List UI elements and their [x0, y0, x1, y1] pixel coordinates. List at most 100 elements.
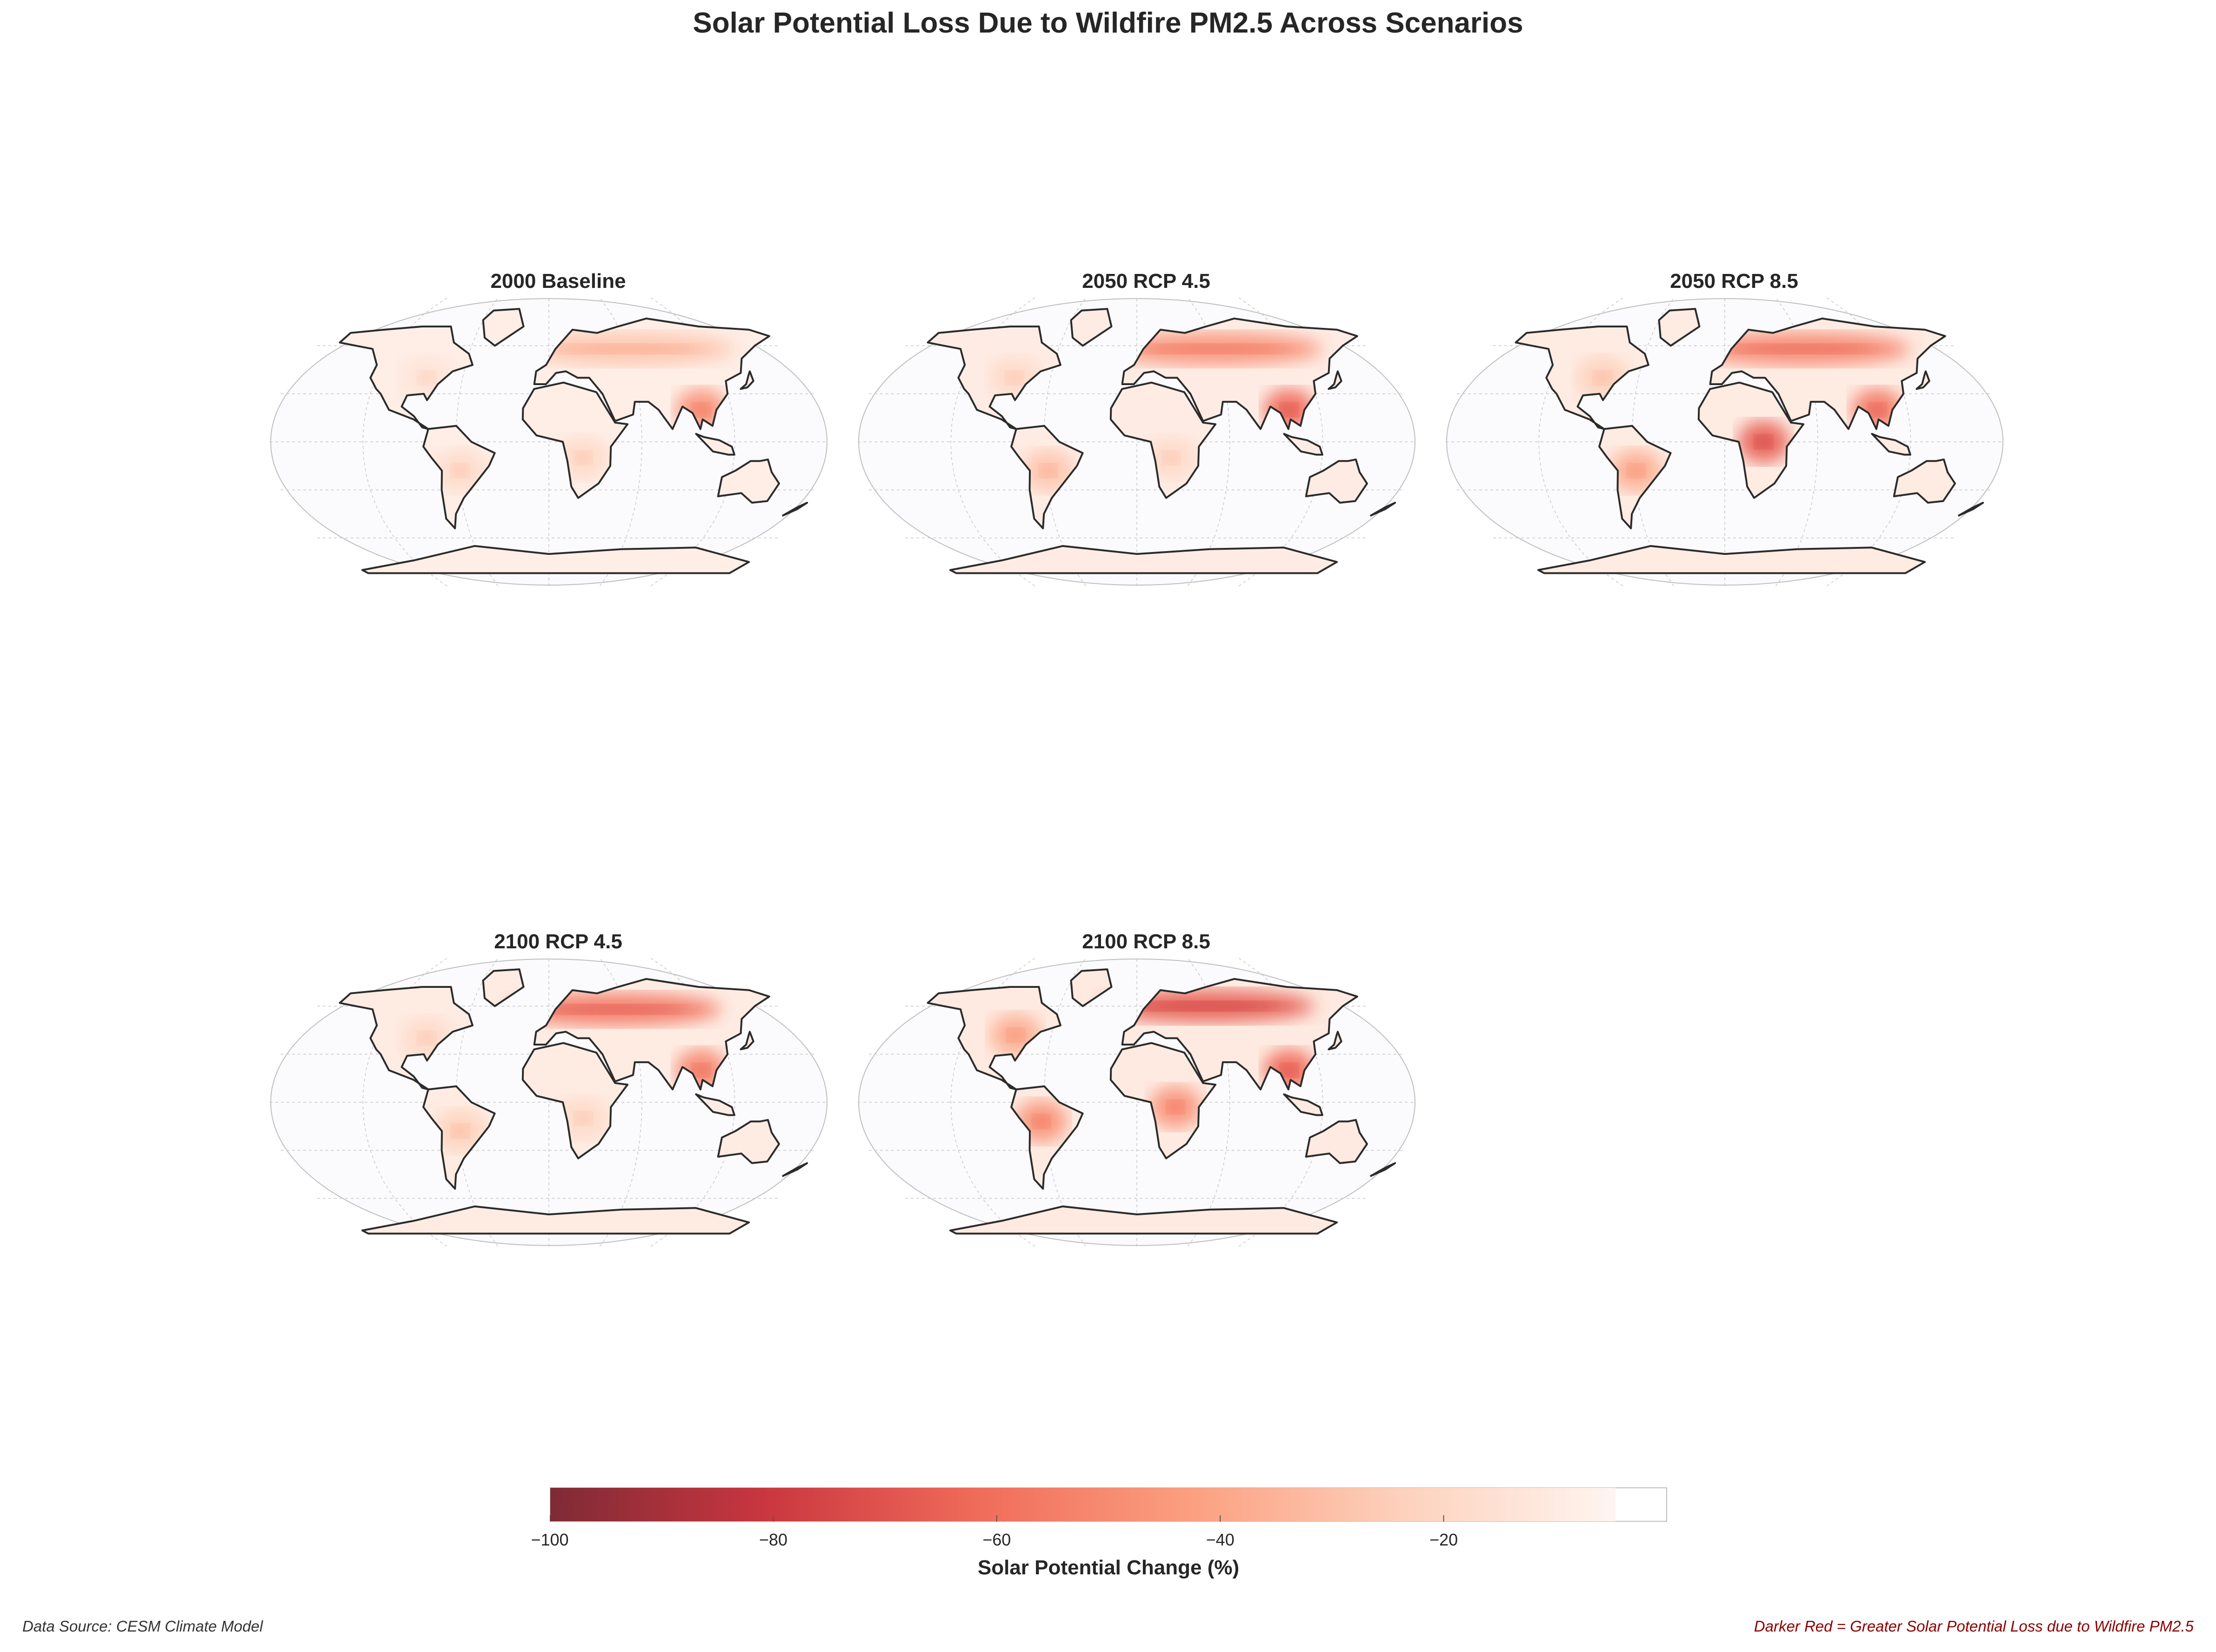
- colorbar-tick-label: −100: [531, 1530, 569, 1549]
- world-map: [1446, 298, 2004, 586]
- greenland-coastline: [1070, 308, 1113, 347]
- eurasia-coastline: [533, 978, 770, 1091]
- loss-hotspot-core: [1167, 1100, 1184, 1114]
- map-panel: 2050 RCP 8.5: [1446, 270, 2022, 595]
- loss-hotspot-core: [1133, 1001, 1282, 1011]
- longitude-gridline: [950, 958, 1035, 1247]
- japan-coastline: [1328, 370, 1342, 390]
- data-source-note: Data Source: CESM Climate Model: [22, 1618, 263, 1635]
- indonesia-coastline: [695, 433, 735, 456]
- loss-hotspot-core: [1040, 464, 1057, 477]
- antarctica-coastline: [949, 1205, 1338, 1235]
- loss-hotspot-core: [1141, 344, 1290, 354]
- new-zealand-coastline: [1370, 1162, 1396, 1177]
- japan-coastline: [1916, 370, 1930, 390]
- map-panel: 2100 RCP 4.5: [270, 930, 847, 1256]
- africa-coastline: [521, 1042, 629, 1159]
- loss-hotspot-core: [574, 451, 592, 465]
- loss-hotspot-core: [1869, 403, 1886, 417]
- japan-coastline: [1328, 1031, 1342, 1051]
- loss-hotspot-core: [1729, 344, 1878, 354]
- indonesia-coastline: [1871, 433, 1911, 456]
- japan-coastline: [740, 1031, 754, 1051]
- south-america-coastline: [1010, 425, 1084, 529]
- longitude-gridline: [362, 958, 447, 1247]
- loss-hotspot-core: [1281, 403, 1298, 417]
- loss-hotspot-core: [540, 1005, 689, 1014]
- panel-title: 2000 Baseline: [490, 270, 626, 293]
- colorbar-fill: [550, 1488, 1615, 1521]
- eurasia-coastline: [1121, 978, 1358, 1091]
- longitude-gridline: [1187, 958, 1230, 1247]
- colorbar-tick-label: −60: [982, 1530, 1011, 1549]
- world-map: [270, 958, 828, 1247]
- greenland-coastline: [482, 968, 525, 1007]
- south-america-coastline: [422, 1085, 496, 1190]
- australia-coastline: [717, 1119, 780, 1164]
- loss-hotspot-core: [418, 1032, 435, 1045]
- map-panel: 2050 RCP 4.5: [858, 270, 1435, 595]
- greenland-coastline: [482, 308, 525, 347]
- world-map: [858, 958, 1416, 1247]
- south-america-coastline: [422, 425, 496, 529]
- longitude-gridline: [1538, 298, 1623, 586]
- map-panel: 2100 RCP 8.5: [858, 930, 1435, 1256]
- antarctica-coastline: [1537, 545, 1926, 574]
- loss-hotspot-core: [1006, 371, 1023, 385]
- australia-coastline: [1305, 1119, 1368, 1164]
- loss-hotspot-core: [1594, 371, 1611, 385]
- loss-field: [928, 309, 1395, 573]
- north-america-coastline: [339, 326, 474, 430]
- colorbar-tick-label: −40: [1206, 1530, 1235, 1549]
- japan-coastline: [740, 370, 754, 390]
- loss-hotspot-core: [418, 371, 435, 385]
- eurasia-coastline: [533, 317, 770, 430]
- panel-title: 2050 RCP 4.5: [1082, 270, 1210, 293]
- world-map: [270, 298, 828, 586]
- loss-hotspot-core: [1628, 464, 1645, 477]
- colorbar-tick-label: −80: [759, 1530, 788, 1549]
- longitude-gridline: [599, 298, 642, 586]
- colorbar: [550, 1487, 1667, 1522]
- longitude-gridline: [599, 958, 642, 1247]
- colorbar-gradient: [550, 1487, 1667, 1522]
- australia-coastline: [1893, 458, 1956, 504]
- longitude-gridline: [1775, 298, 1818, 586]
- australia-coastline: [717, 458, 780, 504]
- colorbar-tick-label: −20: [1429, 1530, 1458, 1549]
- south-america-coastline: [1598, 425, 1672, 529]
- loss-field: [340, 969, 808, 1234]
- eurasia-coastline: [1709, 317, 1946, 430]
- map-panel: 2000 Baseline: [270, 270, 847, 595]
- loss-hotspot-core: [693, 403, 710, 417]
- africa-coastline: [1109, 1042, 1217, 1159]
- loss-hotspot-core: [1162, 451, 1180, 465]
- loss-hotspot-core: [452, 1125, 469, 1138]
- africa-coastline: [1109, 381, 1217, 499]
- new-zealand-coastline: [1958, 501, 1984, 517]
- longitude-gridline: [1187, 298, 1230, 586]
- new-zealand-coastline: [1370, 501, 1396, 517]
- panel-title: 2100 RCP 8.5: [1082, 930, 1210, 953]
- antarctica-coastline: [949, 545, 1338, 574]
- loss-hotspot-core: [574, 1112, 592, 1125]
- longitude-gridline: [1826, 298, 1911, 586]
- longitude-gridline: [650, 958, 735, 1247]
- loss-hotspot-core: [452, 464, 469, 477]
- north-america-coastline: [1515, 326, 1649, 430]
- loss-hotspot-core: [1755, 435, 1772, 448]
- indonesia-coastline: [695, 1093, 735, 1116]
- panel-title: 2100 RCP 4.5: [494, 930, 622, 953]
- eurasia-coastline: [1121, 317, 1358, 430]
- loss-field: [340, 309, 808, 573]
- antarctica-coastline: [361, 545, 750, 574]
- loss-hotspot-core: [553, 344, 702, 354]
- indonesia-coastline: [1283, 1093, 1323, 1116]
- new-zealand-coastline: [782, 1162, 808, 1177]
- antarctica-coastline: [361, 1205, 750, 1235]
- panel-title: 2050 RCP 8.5: [1670, 270, 1798, 293]
- colorbar-label: Solar Potential Change (%): [977, 1556, 1240, 1579]
- loss-hotspot-core: [693, 1064, 710, 1077]
- longitude-gridline: [1238, 298, 1323, 586]
- indonesia-coastline: [1283, 433, 1323, 456]
